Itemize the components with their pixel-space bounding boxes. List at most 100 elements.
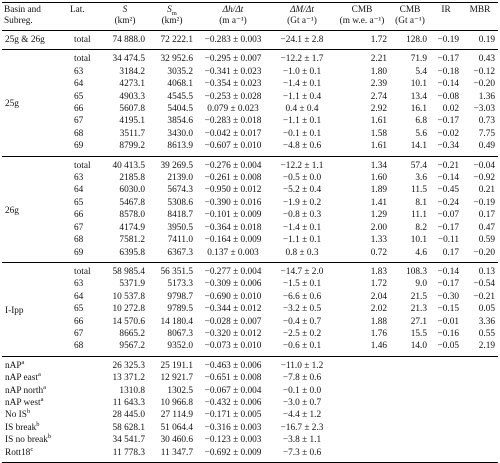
value-cell: −0.4 ± 0.7 — [282, 316, 322, 327]
value-cell: 34 474.5 — [112, 54, 145, 65]
empty-cell — [68, 385, 102, 397]
header-cell: Basin and Subreg. — [2, 3, 68, 31]
value-cell: −0.17 — [437, 116, 459, 127]
value-cell: 10.1 — [410, 235, 427, 246]
value-cell: 56 351.5 — [160, 266, 193, 277]
header-unit: (m a⁻¹) — [219, 16, 247, 26]
value-cell: 0.49 — [478, 141, 495, 152]
table-row: 64 10 537.8 9798.7 −0.690 ± 0.010 −6.6 ± 0.6… — [2, 291, 498, 303]
value-cell: 4174.9 — [119, 222, 145, 233]
value-cell: −6.6 ± 0.6 — [282, 291, 322, 302]
value-cell: −0.6 ± 0.1 — [282, 341, 322, 352]
group-name: I-Ipp — [5, 305, 24, 316]
value-cell: −0.14 — [437, 266, 459, 277]
value-cell: −0.5 ± 0.0 — [282, 173, 322, 184]
value-cell: 1.80 — [370, 66, 387, 77]
value-cell: 7581.2 — [119, 235, 145, 246]
value-cell: −0.364 ± 0.018 — [204, 222, 262, 233]
header-text: MBR — [469, 5, 491, 15]
value-cell: 2185.8 — [119, 173, 145, 184]
value-cell: −0.073 ± 0.010 — [204, 341, 262, 352]
header-text: Basin and — [4, 5, 41, 15]
value-cell: 11.5 — [411, 185, 427, 196]
value-cell: 3184.2 — [119, 66, 145, 77]
value-cell: 5.4 — [415, 66, 427, 77]
latitude-cell: total — [74, 160, 91, 171]
empty-cell — [462, 434, 498, 446]
header-row: Basin and Subreg. Lat. S (km²) Sm (km²) Δh/… — [2, 2, 498, 31]
value-cell: 2139.0 — [167, 173, 193, 184]
value-cell: −0.607 ± 0.010 — [204, 141, 262, 152]
latitude-cell: total — [74, 54, 91, 65]
empty-cell — [430, 409, 462, 421]
value-cell: 128.0 — [406, 35, 427, 45]
footnote-mark: b — [36, 420, 40, 428]
value-cell: 58 985.4 — [112, 266, 145, 277]
value-cell: 11 778.3 — [112, 447, 145, 458]
empty-cell — [68, 372, 102, 384]
value-cell: −0.1 ± 0.1 — [282, 128, 322, 139]
value-cell: 9798.7 — [167, 291, 193, 302]
value-cell: 1.83 — [370, 266, 387, 277]
group-name: 25g & 26g — [5, 35, 45, 45]
value-cell: 3511.7 — [119, 128, 145, 139]
header-text: Subreg. — [4, 16, 33, 26]
header-sub: m — [171, 9, 177, 17]
empty-cell — [462, 356, 498, 372]
value-cell: 8067.3 — [167, 328, 193, 339]
value-cell: 0.59 — [478, 235, 495, 246]
header-unit: (m w.e. a⁻¹) — [339, 16, 385, 26]
table-row: 64 6030.0 5674.3 −0.950 ± 0.012 −5.2 ± 0.4 1.… — [2, 184, 498, 196]
latitude-cell: 63 — [74, 173, 84, 184]
value-cell: −0.17 — [437, 222, 459, 233]
empty-cell — [68, 356, 102, 372]
row-name-text: IS break — [5, 422, 37, 433]
row-group: 25g & 26g total 74 888.0 72 222.1 −0.283 ± 0… — [2, 30, 498, 50]
empty-cell — [334, 372, 390, 384]
value-cell: 72 222.1 — [160, 35, 193, 45]
table-row: 68 7581.2 7411.0 −0.164 ± 0.009 −1.1 ± 0.1 1.… — [2, 234, 498, 246]
value-cell: 8418.7 — [167, 210, 193, 221]
value-cell: 5371.9 — [119, 279, 145, 290]
value-cell: −0.24 — [437, 197, 459, 208]
value-cell: −0.950 ± 0.012 — [204, 185, 262, 196]
value-cell: 1.72 — [370, 279, 387, 290]
value-cell: −0.276 ± 0.004 — [204, 160, 262, 171]
row-group: 25g total 34 474.5 32 952.6 −0.295 ± 0.007 −1… — [2, 49, 498, 156]
value-cell: 71.9 — [410, 54, 427, 65]
value-cell: −0.067 ± 0.004 — [204, 385, 262, 396]
group-name: 26g — [5, 205, 19, 216]
value-cell: 1.29 — [370, 210, 387, 221]
empty-cell — [462, 447, 498, 463]
value-cell: 11 347.7 — [160, 447, 193, 458]
row-name-text: nAP east — [5, 373, 38, 384]
empty-cell — [68, 422, 102, 434]
empty-cell — [430, 422, 462, 434]
value-cell: −1.5 ± 0.1 — [282, 279, 322, 290]
header-text: S — [167, 5, 172, 15]
value-cell: 0.55 — [478, 328, 495, 339]
empty-cell — [68, 397, 102, 409]
header-cell: IR — [430, 3, 462, 31]
value-cell: 28 445.0 — [112, 410, 145, 421]
value-cell: 2.74 — [370, 91, 387, 102]
row-group: I-Ipp total 58 985.4 56 351.5 −0.277 ± 0.004… — [2, 262, 498, 356]
value-cell: −0.651 ± 0.008 — [204, 373, 262, 384]
empty-cell — [390, 356, 430, 372]
latitude-cell: 66 — [74, 104, 84, 115]
value-cell: −3.03 — [473, 104, 495, 115]
value-cell: −0.45 — [437, 185, 459, 196]
value-cell: 2.21 — [370, 54, 387, 65]
value-cell: −0.354 ± 0.023 — [204, 79, 262, 90]
value-cell: −4.8 ± 0.6 — [282, 141, 322, 152]
value-cell: −0.341 ± 0.023 — [204, 66, 262, 77]
value-cell: −0.390 ± 0.016 — [204, 197, 262, 208]
value-cell: 8799.2 — [119, 141, 145, 152]
table-row: 68 9567.2 9352.0 −0.073 ± 0.010 −0.6 ± 0.1 1.… — [2, 340, 498, 356]
value-cell: −0.02 — [437, 128, 459, 139]
value-cell: −3.0 ± 0.7 — [282, 397, 322, 408]
value-cell: −0.16 — [437, 328, 459, 339]
value-cell: −0.690 ± 0.010 — [204, 291, 262, 302]
value-cell: 3430.0 — [167, 128, 193, 139]
